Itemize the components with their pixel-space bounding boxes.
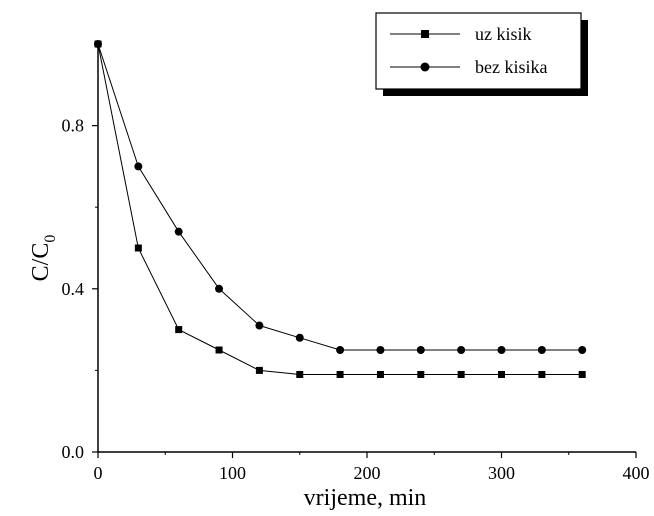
data-point-uz-kisik <box>457 370 465 378</box>
data-point-uz-kisik <box>578 370 586 378</box>
square-marker-icon <box>421 30 429 38</box>
y-axis-title-main: C/C <box>28 243 54 282</box>
data-point-bez-kisika <box>497 346 506 354</box>
data-point-bez-kisika <box>134 162 143 171</box>
y-axis-title: C/C0 <box>28 235 59 282</box>
ticks: 0 100 200 300 400 0.0 0.4 0.8 <box>62 116 650 483</box>
y-axis-title-subscript: 0 <box>42 235 59 243</box>
legend-label: bez kisika <box>475 57 547 77</box>
x-tick-label: 200 <box>354 463 381 483</box>
data-point-uz-kisik <box>417 370 425 378</box>
y-tick-label: 0.0 <box>62 442 85 462</box>
data-point-bez-kisika <box>94 40 102 48</box>
x-axis-title: vrijeme, min <box>304 485 427 511</box>
x-tick-label: 100 <box>219 463 246 483</box>
data-point-uz-kisik <box>538 370 546 378</box>
x-tick-label: 400 <box>623 463 650 483</box>
data-point-uz-kisik <box>296 370 304 378</box>
data-point-bez-kisika <box>215 284 224 293</box>
legend-entry-bez-kisika: bez kisika <box>390 57 547 77</box>
legend-entry-uz-kisik: uz kisik <box>390 24 532 44</box>
series-group <box>94 40 587 378</box>
x-tick-label: 0 <box>94 463 103 483</box>
legend-box <box>375 12 582 90</box>
data-point-bez-kisika <box>376 346 385 354</box>
data-point-bez-kisika <box>416 346 425 354</box>
data-point-uz-kisik <box>336 370 344 378</box>
data-point-uz-kisik <box>376 370 384 378</box>
data-point-bez-kisika <box>295 333 304 342</box>
data-point-bez-kisika <box>174 227 183 236</box>
circle-marker-icon <box>420 62 430 72</box>
data-point-uz-kisik <box>175 326 183 334</box>
legend-label: uz kisik <box>475 24 532 44</box>
data-point-uz-kisik <box>498 370 505 378</box>
data-point-uz-kisik <box>134 244 142 252</box>
y-tick-label: 0.4 <box>62 279 85 299</box>
x-tick-label: 300 <box>488 463 515 483</box>
data-point-bez-kisika <box>537 346 546 354</box>
data-point-bez-kisika <box>336 346 345 354</box>
data-point-uz-kisik <box>255 366 263 374</box>
axis-titles: vrijeme, min C/C0 <box>28 235 426 511</box>
axes <box>97 44 636 453</box>
data-point-uz-kisik <box>215 346 223 354</box>
y-tick-label: 0.8 <box>62 116 85 136</box>
legend: uz kisik bez kisika <box>375 12 588 96</box>
data-point-bez-kisika <box>578 346 587 354</box>
data-point-bez-kisika <box>457 346 466 354</box>
data-point-bez-kisika <box>255 321 264 330</box>
